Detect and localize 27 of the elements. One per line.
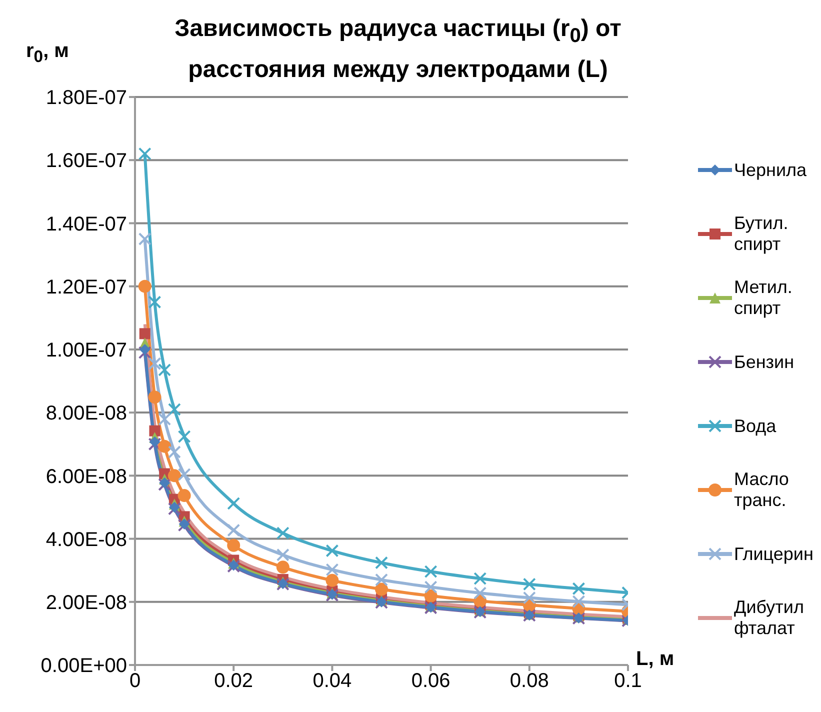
y-tick-label: 2.00E-08 (46, 592, 127, 614)
y-tick-label: 0.00E+00 (40, 655, 127, 678)
legend-label: Бензин (734, 352, 796, 372)
y-tick-label: 1.60E-07 (46, 150, 127, 172)
y-tick-label: 1.40E-07 (46, 213, 127, 236)
y-tick-label: 8.00E-08 (46, 402, 127, 425)
y-tick-label: 1.00E-07 (46, 340, 127, 362)
legend-label: Чернила (734, 160, 808, 180)
chart-title: Зависимость радиуса частицы (r$_{0}$) от расстояния между электродами (L) (174, 14, 622, 85)
legend-label: Дибутилфталат (734, 597, 805, 639)
legend-label: Метил. спирт (734, 277, 794, 319)
x-tick-label: 0.1 (614, 670, 642, 692)
legend-label: Вода (734, 416, 778, 436)
y-tick-label: 1.80E-07 (46, 87, 127, 110)
x-tick-label: 0 (129, 670, 141, 692)
x-tick-label: 0.08 (510, 670, 549, 692)
y-tick-label: 4.00E-08 (46, 528, 127, 551)
legend-label: Масло транс. (734, 469, 790, 511)
x-axis-title: L, м (636, 648, 674, 671)
y-axis-title: r$_{0}$, м (26, 40, 69, 67)
y-tick-label: 6.00E-08 (46, 466, 127, 488)
legend-label: Глицерин (734, 544, 814, 564)
y-tick-label: 1.20E-07 (46, 276, 127, 298)
legend-label: Бутил. спирт (734, 213, 790, 255)
x-tick-label: 0.06 (411, 670, 450, 692)
x-tick-label: 0.04 (312, 670, 352, 692)
x-tick-label: 0.02 (214, 670, 254, 692)
